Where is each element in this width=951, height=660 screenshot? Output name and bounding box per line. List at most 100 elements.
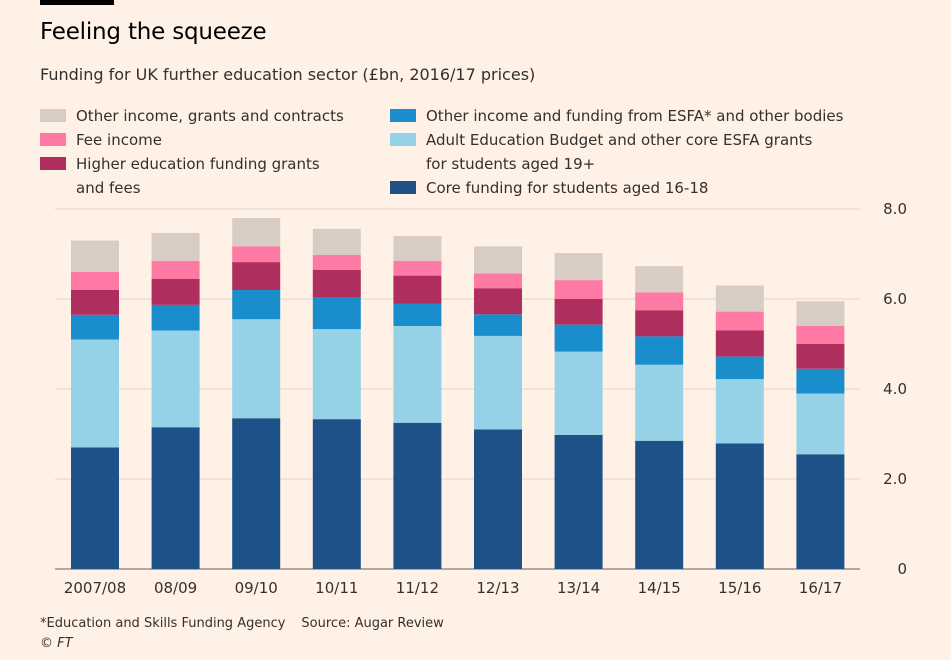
y-tick-label: 8.0 bbox=[883, 200, 907, 218]
x-tick-label: 09/10 bbox=[235, 579, 278, 597]
bar-segment-aeb bbox=[71, 339, 119, 448]
bar-segment-other_esfa bbox=[393, 303, 442, 326]
legend-right: Other income and funding from ESFA* and … bbox=[390, 104, 870, 200]
legend-swatch bbox=[390, 109, 416, 122]
bar-segment-core bbox=[232, 418, 281, 569]
footnote-source: Source: Augar Review bbox=[301, 616, 444, 631]
bar-segment-he bbox=[71, 290, 119, 315]
x-tick-label: 16/17 bbox=[799, 579, 842, 597]
bar-segment-he bbox=[796, 344, 845, 369]
bar-segment-aeb bbox=[312, 329, 361, 420]
bar-segment-other bbox=[232, 218, 281, 247]
legend-swatch bbox=[390, 133, 416, 146]
y-tick-label: 4.0 bbox=[883, 380, 907, 398]
bar-segment-he bbox=[554, 299, 603, 325]
chart-subtitle: Funding for UK further education sector … bbox=[40, 65, 536, 84]
bar-segment-other_esfa bbox=[635, 336, 684, 365]
x-tick-label: 11/12 bbox=[396, 579, 439, 597]
bar-segment-core bbox=[71, 447, 119, 569]
bar-segment-he bbox=[393, 275, 442, 304]
footnote: *Education and Skills Funding Agency Sour… bbox=[40, 616, 444, 631]
bar-segment-fee bbox=[796, 326, 845, 344]
footnote-note: *Education and Skills Funding Agency bbox=[40, 616, 286, 631]
bar-segment-he bbox=[312, 269, 361, 298]
bar-segment-aeb bbox=[715, 379, 764, 444]
bar-segment-he bbox=[151, 278, 200, 305]
y-tick-label: 0 bbox=[897, 560, 907, 578]
bar-segment-other_esfa bbox=[151, 304, 200, 331]
bar-segment-other bbox=[474, 246, 522, 274]
x-tick-label: 10/11 bbox=[315, 579, 358, 597]
bar-segment-core bbox=[796, 454, 845, 569]
x-tick-label: 13/14 bbox=[557, 579, 600, 597]
bar-segment-other_esfa bbox=[796, 368, 845, 394]
legend-label: Adult Education Budget and other core ES… bbox=[426, 131, 813, 149]
bar-segment-fee bbox=[151, 260, 200, 279]
bar-segment-other bbox=[151, 232, 200, 261]
bar-segment-other_esfa bbox=[71, 314, 119, 340]
bar-segment-aeb bbox=[151, 330, 200, 428]
bar-segment-other bbox=[554, 253, 603, 281]
bar-segment-fee bbox=[635, 292, 684, 311]
bar-segment-other_esfa bbox=[715, 356, 764, 380]
bar-segment-core bbox=[312, 419, 361, 569]
legend-label: Other income, grants and contracts bbox=[76, 107, 344, 125]
x-tick-label: 15/16 bbox=[718, 579, 761, 597]
bar-segment-other bbox=[312, 228, 361, 255]
bar-segment-aeb bbox=[474, 335, 522, 430]
bar-segment-fee bbox=[554, 280, 603, 299]
bar-segment-core bbox=[635, 440, 684, 569]
bar-segment-he bbox=[715, 330, 764, 357]
bar-segment-other_esfa bbox=[474, 314, 522, 336]
bar-segment-he bbox=[474, 288, 522, 315]
bar-segment-fee bbox=[474, 273, 522, 289]
bar-segment-aeb bbox=[796, 393, 845, 455]
legend-left: Other income, grants and contracts Fee i… bbox=[40, 104, 370, 200]
legend-item-fee-income: Fee income bbox=[40, 128, 370, 152]
bar-segment-he bbox=[635, 310, 684, 337]
x-tick-label: 12/13 bbox=[476, 579, 519, 597]
x-tick-label: 14/15 bbox=[638, 579, 681, 597]
legend-label: Other income and funding from ESFA* and … bbox=[426, 107, 844, 125]
legend-swatch bbox=[40, 157, 66, 170]
bar-segment-aeb bbox=[554, 351, 603, 435]
x-tick-label: 2007/08 bbox=[64, 579, 126, 597]
legend-label: Fee income bbox=[76, 131, 162, 149]
legend-label: Core funding for students aged 16-18 bbox=[426, 179, 709, 197]
bar-segment-core bbox=[393, 422, 442, 569]
chart-title: Feeling the squeeze bbox=[40, 19, 267, 45]
legend-swatch bbox=[390, 181, 416, 194]
bar-segment-other bbox=[796, 301, 845, 326]
bar-segment-he bbox=[232, 262, 281, 290]
bar-segment-fee bbox=[232, 246, 281, 263]
ft-credit: © FT bbox=[40, 636, 73, 651]
bar-segment-fee bbox=[312, 254, 361, 270]
legend-item-other-income: Other income, grants and contracts bbox=[40, 104, 370, 128]
legend-item-core-funding: Core funding for students aged 16-18 bbox=[390, 176, 870, 200]
bar-segment-fee bbox=[71, 272, 119, 290]
legend-item-higher-education: Higher education funding grants and fees bbox=[40, 152, 370, 200]
bar-segment-other bbox=[715, 285, 764, 312]
legend-label: Higher education funding grants bbox=[76, 155, 320, 173]
brand-bar bbox=[40, 0, 114, 5]
bar-segment-other_esfa bbox=[554, 324, 603, 352]
y-tick-label: 2.0 bbox=[883, 470, 907, 488]
legend-swatch bbox=[40, 133, 66, 146]
legend-item-adult-education: Adult Education Budget and other core ES… bbox=[390, 128, 870, 176]
bar-segment-other bbox=[393, 236, 442, 261]
bar-segment-core bbox=[715, 443, 764, 569]
bar-segment-other_esfa bbox=[232, 290, 281, 320]
bar-segment-other bbox=[635, 266, 684, 293]
legend-label-continued: for students aged 19+ bbox=[426, 155, 596, 173]
bar-segment-aeb bbox=[635, 364, 684, 441]
y-tick-label: 6.0 bbox=[883, 290, 907, 308]
legend-item-other-esfa: Other income and funding from ESFA* and … bbox=[390, 104, 870, 128]
bar-segment-other bbox=[71, 240, 119, 272]
bar-segment-fee bbox=[393, 260, 442, 276]
bar-segment-aeb bbox=[393, 326, 442, 423]
bar-segment-core bbox=[554, 434, 603, 569]
bar-segment-other_esfa bbox=[312, 297, 361, 330]
bar-segment-fee bbox=[715, 311, 764, 331]
x-tick-label: 08/09 bbox=[154, 579, 197, 597]
